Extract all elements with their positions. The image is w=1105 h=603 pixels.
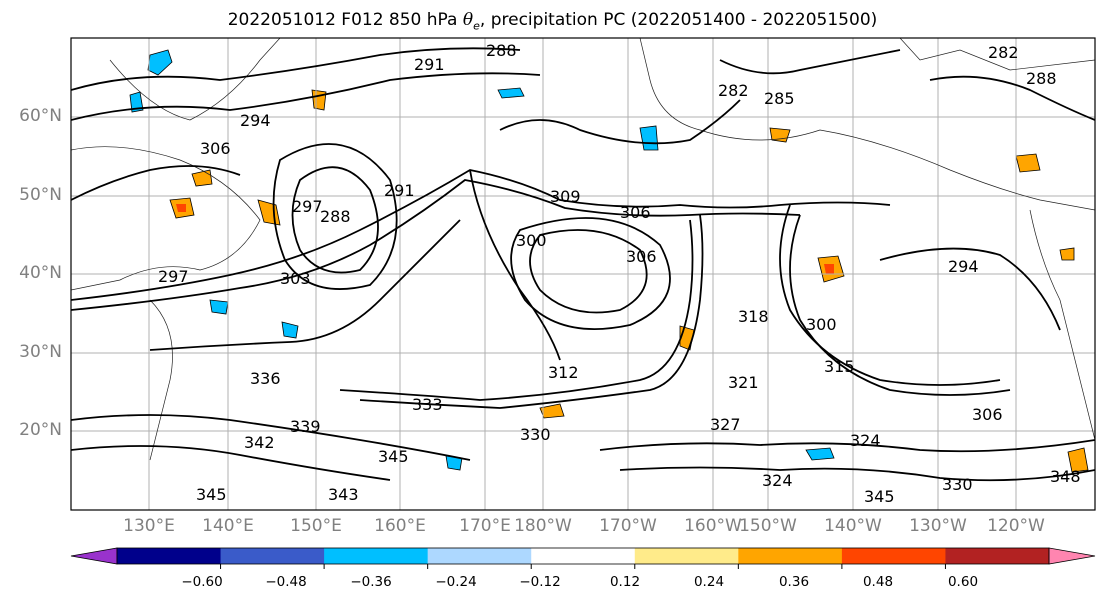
precip-shading (129, 49, 1089, 473)
title-prefix: 2022051012 F012 850 hPa (227, 10, 463, 30)
lon-label: 180°W (514, 516, 572, 536)
contour-label: 306 (200, 139, 231, 158)
contour-label: 330 (942, 475, 973, 494)
lon-label: 160°E (374, 516, 426, 536)
lon-label: 130°W (909, 516, 967, 536)
lon-label: 140°W (824, 516, 882, 536)
lon-label: 120°W (987, 516, 1045, 536)
contour-label: 300 (516, 231, 547, 250)
chart-title: 2022051012 F012 850 hPa θe, precipitatio… (0, 10, 1105, 32)
colorbar-tick-label: −0.60 (181, 574, 223, 590)
contour-label: 288 (320, 207, 351, 226)
colorbar-tick-label: 0.36 (778, 574, 810, 590)
lon-label: 130°E (123, 516, 175, 536)
contour-labels: 288 291 282 285 282 288 294 306 291 297 … (158, 41, 1081, 506)
colorbar-segment (945, 548, 1050, 564)
colorbar-segment (634, 548, 739, 564)
colorbar-tick-label: −0.48 (265, 574, 307, 590)
coastlines (71, 38, 1095, 461)
map-frame (70, 37, 1096, 511)
lat-label: 60°N (19, 106, 62, 126)
colorbar-tick-label: 0.60 (947, 574, 979, 590)
contour-label: 306 (620, 203, 651, 222)
lat-label: 30°N (19, 342, 62, 362)
lat-label: 50°N (19, 185, 62, 205)
colorbar-tick-label: −0.12 (519, 574, 561, 590)
contour-label: 300 (806, 315, 837, 334)
contour-label: 318 (738, 307, 769, 326)
colorbar-tick-label: −0.36 (350, 574, 392, 590)
colorbar-frame (116, 547, 1050, 565)
colorbar-segment (220, 548, 325, 564)
contour-label: 345 (196, 485, 227, 504)
contour-label: 343 (328, 485, 359, 504)
contour-label: 327 (710, 415, 741, 434)
contour-label: 291 (384, 181, 415, 200)
colorbar-segment (531, 548, 636, 564)
contour-label: 294 (948, 257, 979, 276)
contour-label: 330 (520, 425, 551, 444)
colorbar-extend-high (1048, 547, 1096, 565)
colorbar-segment (117, 548, 222, 564)
contour-label: 297 (292, 197, 323, 216)
contour-label: 333 (412, 395, 443, 414)
contour-label: 348 (1050, 467, 1081, 486)
colorbar-tick-label: 0.48 (862, 574, 894, 590)
colorbar-segment (324, 548, 429, 564)
colorbar-segment (738, 548, 843, 564)
contour-label: 282 (718, 81, 749, 100)
colorbar-tick-label: 0.24 (693, 574, 725, 590)
lon-label: 170°W (599, 516, 657, 536)
contour-label: 288 (486, 41, 517, 60)
contour-label: 339 (290, 417, 321, 436)
contour-label: 324 (850, 431, 881, 450)
title-theta-symbol: θ (462, 10, 474, 30)
colorbar-segment (841, 548, 946, 564)
contour-label: 336 (250, 369, 281, 388)
theta-e-contours (71, 47, 1095, 482)
lon-label: 160°W (684, 516, 742, 536)
colorbar-segment (427, 548, 532, 564)
contour-label: 345 (864, 487, 895, 506)
lon-label: 170°E (459, 516, 511, 536)
contour-label: 291 (414, 55, 445, 74)
contour-label: 288 (1026, 69, 1057, 88)
contour-label: 306 (626, 247, 657, 266)
title-subscript: e (473, 19, 480, 33)
contour-label: 312 (548, 363, 579, 382)
contour-label: 297 (158, 267, 189, 286)
colorbar (70, 547, 1096, 569)
contour-label: 342 (244, 433, 275, 452)
contour-label: 324 (762, 471, 793, 490)
colorbar-tick-label: 0.12 (609, 574, 641, 590)
contour-label: 345 (378, 447, 409, 466)
lon-label: 150°W (739, 516, 797, 536)
contour-label: 285 (764, 89, 795, 108)
lon-label: 140°E (202, 516, 254, 536)
colorbar-extend-low (70, 547, 118, 565)
contour-label: 309 (550, 187, 581, 206)
contour-label: 321 (728, 373, 759, 392)
contour-label: 315 (824, 357, 855, 376)
contour-label: 294 (240, 111, 271, 130)
contour-label: 282 (988, 43, 1019, 62)
lon-label: 150°E (290, 516, 342, 536)
colorbar-tick-label: −0.24 (435, 574, 477, 590)
contour-label: 306 (972, 405, 1003, 424)
lat-label: 40°N (19, 263, 62, 283)
contour-label: 303 (280, 269, 311, 288)
lat-label: 20°N (19, 420, 62, 440)
title-suffix: , precipitation PC (2022051400 - 2022051… (479, 10, 878, 30)
gridlines (71, 38, 1095, 510)
